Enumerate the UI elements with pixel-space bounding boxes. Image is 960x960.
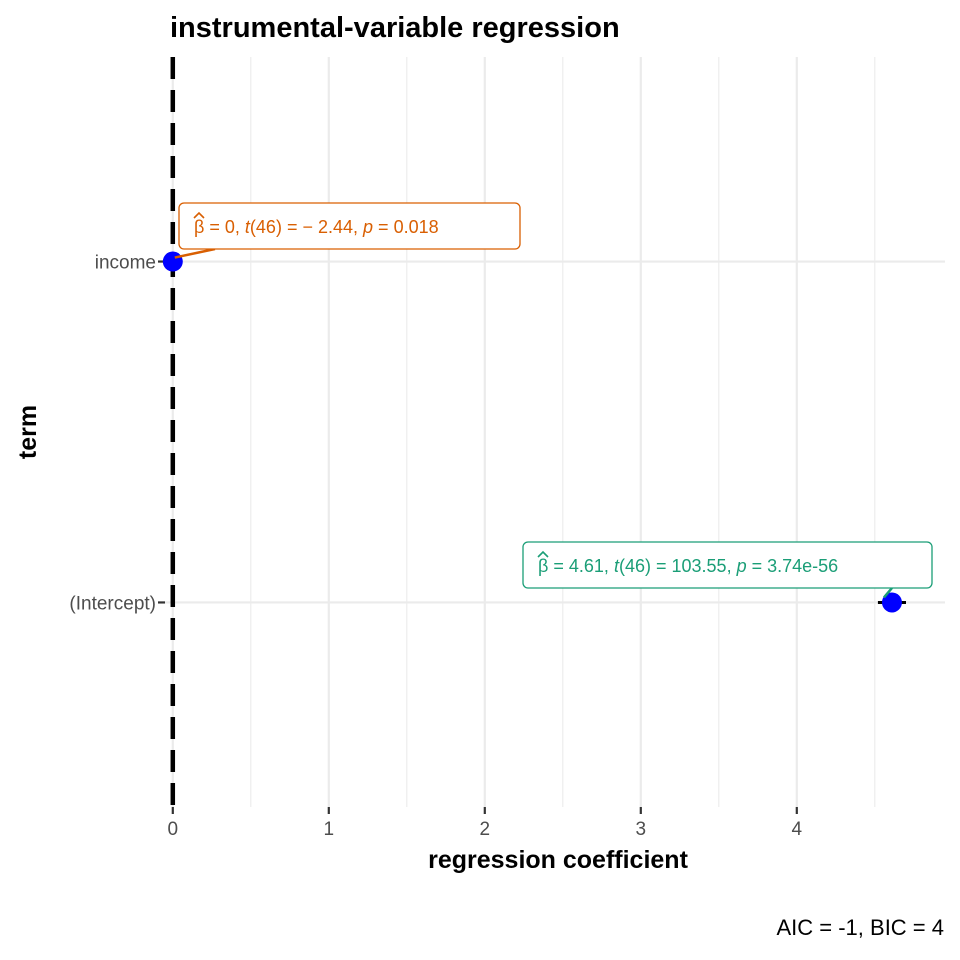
- t-symbol: t: [614, 556, 620, 576]
- label-connector: [883, 587, 893, 599]
- t-df: 46: [256, 217, 276, 237]
- beta-symbol: β: [538, 556, 548, 576]
- p-symbol: p: [362, 217, 373, 237]
- label-text: β = 4.61, t(46) = 103.55, p = 3.74e-56: [538, 556, 838, 576]
- t-value: − 2.44: [302, 217, 353, 237]
- label-sep: =: [204, 217, 225, 237]
- label-text: β = 0, t(46) = − 2.44, p = 0.018: [194, 217, 439, 237]
- label-connector: [174, 247, 216, 259]
- data-point: [162, 251, 183, 272]
- data-point: [881, 592, 902, 613]
- x-tick-label: 4: [792, 819, 803, 840]
- x-tick-label: 0: [168, 819, 179, 840]
- p-value: 3.74e-56: [767, 556, 838, 576]
- x-tick-label: 1: [324, 819, 335, 840]
- label-box: [522, 541, 933, 589]
- p-symbol: p: [736, 556, 747, 576]
- label-sep: ,: [604, 556, 614, 576]
- t-df: 46: [625, 556, 645, 576]
- label-sep: =: [548, 556, 569, 576]
- y-tick-label: (Intercept): [69, 593, 156, 614]
- grid: [165, 57, 945, 807]
- axes: 0 1 2 3 4 (Intercept) income: [69, 253, 802, 840]
- label-sep: ) =: [645, 556, 672, 576]
- point-label: β = 4.61, t(46) = 103.55, p = 3.74e-56: [522, 541, 933, 599]
- y-axis-title: term: [14, 405, 42, 459]
- t-symbol: t: [245, 217, 251, 237]
- label-box: [178, 202, 521, 250]
- label-sep: ,: [235, 217, 245, 237]
- x-axis-title: regression coefficient: [428, 846, 688, 874]
- label-sep: ,: [727, 556, 737, 576]
- chart-title: instrumental-variable regression: [170, 12, 620, 44]
- label-sep: =: [373, 217, 394, 237]
- beta-hat: [193, 211, 205, 219]
- beta-hat: [537, 550, 549, 558]
- beta-symbol: β: [194, 217, 204, 237]
- label-sep: ,: [353, 217, 363, 237]
- label-sep: (: [619, 556, 625, 576]
- label-sep: =: [747, 556, 768, 576]
- beta-value: 0: [225, 217, 235, 237]
- label-sep: (: [250, 217, 256, 237]
- x-tick-label: 2: [480, 819, 491, 840]
- label-sep: ) =: [276, 217, 303, 237]
- beta-value: 4.61: [569, 556, 604, 576]
- t-value: 103.55: [672, 556, 727, 576]
- point-label: β = 0, t(46) = − 2.44, p = 0.018: [174, 202, 521, 259]
- caption: AIC = -1, BIC = 4: [776, 915, 944, 940]
- p-value: 0.018: [394, 217, 439, 237]
- x-tick-label: 3: [636, 819, 647, 840]
- y-tick-label: income: [95, 253, 156, 274]
